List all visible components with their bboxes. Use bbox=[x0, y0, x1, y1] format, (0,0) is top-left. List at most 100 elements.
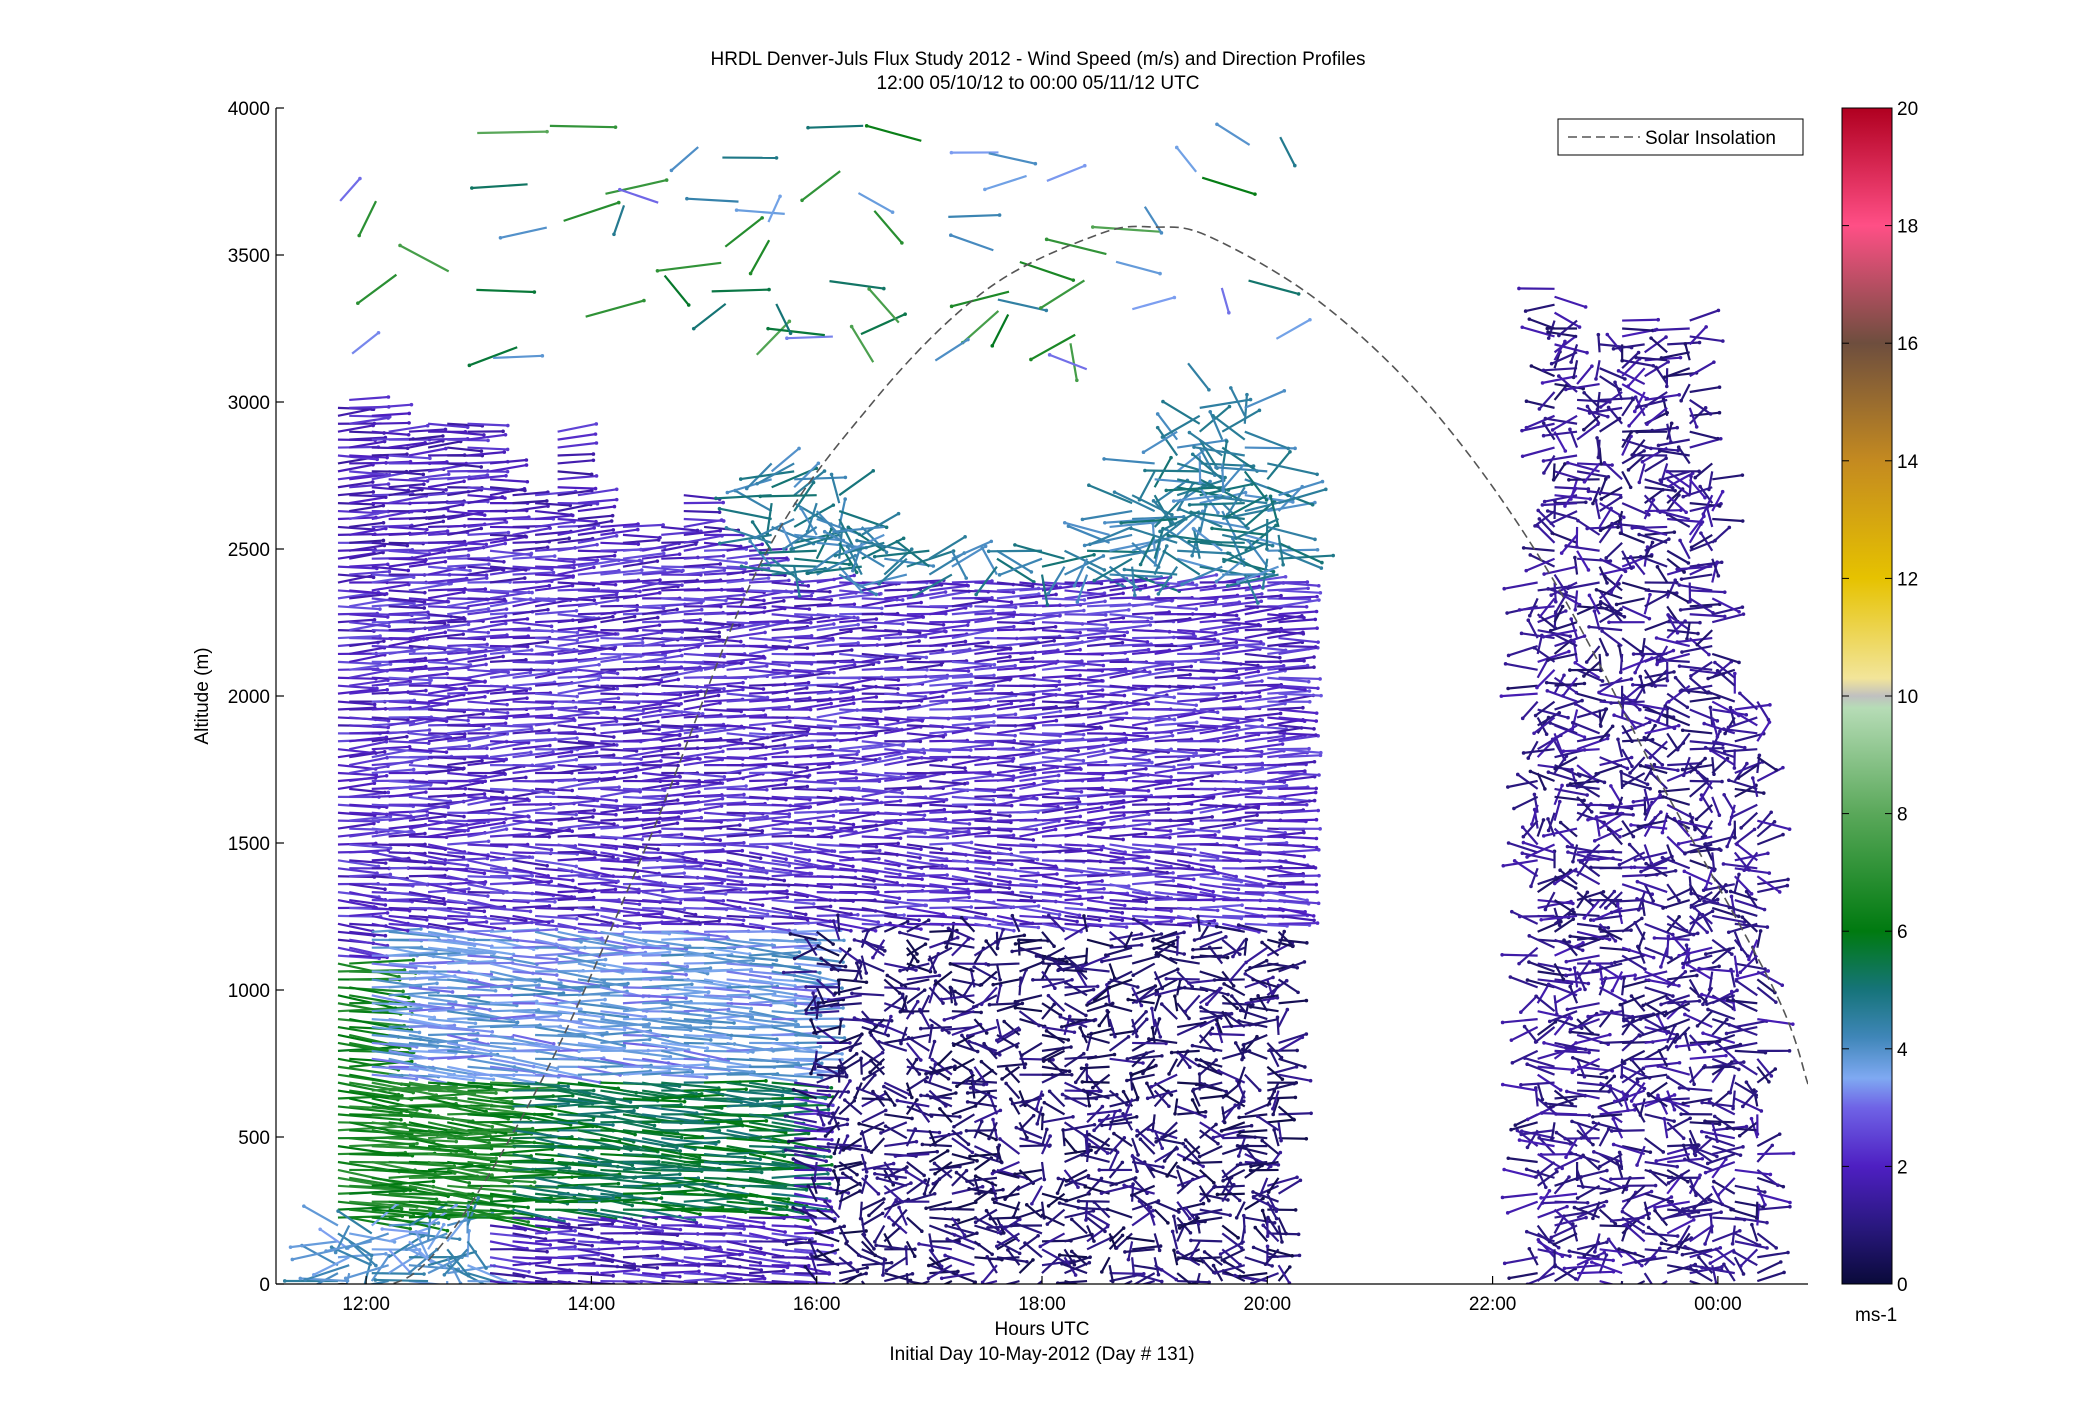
wind-barb-head bbox=[396, 1092, 401, 1097]
wind-barb-head bbox=[574, 916, 579, 921]
wind-barb bbox=[388, 557, 427, 561]
wind-barb-head bbox=[761, 654, 766, 659]
wind-barb-head bbox=[549, 1112, 554, 1116]
wind-barb bbox=[349, 646, 385, 656]
wind-barb-head bbox=[505, 702, 509, 707]
wind-barb-head bbox=[527, 855, 532, 859]
wind-barb-head bbox=[504, 871, 509, 875]
wind-barb bbox=[388, 1018, 434, 1027]
wind-barb-head bbox=[553, 1104, 558, 1109]
wind-barb bbox=[337, 490, 374, 497]
wind-barb-head bbox=[684, 972, 688, 977]
wind-barb-head bbox=[688, 1068, 692, 1072]
wind-barb bbox=[337, 618, 375, 624]
wind-barb-head bbox=[574, 609, 579, 613]
wind-barb-head bbox=[424, 557, 428, 562]
wind-barb-head bbox=[744, 561, 748, 565]
wind-barb-head bbox=[506, 530, 511, 535]
wind-barb-head bbox=[721, 898, 726, 903]
wind-barb bbox=[349, 736, 387, 743]
wind-barb bbox=[349, 787, 386, 794]
wind-barb bbox=[557, 502, 598, 505]
wind-barb-head bbox=[842, 1036, 847, 1040]
wind-barb-head bbox=[744, 1087, 748, 1091]
wind-barb bbox=[467, 580, 511, 584]
wind-barb-head bbox=[372, 821, 376, 826]
wind-barb-head bbox=[764, 1079, 768, 1083]
wind-barb-head bbox=[382, 749, 387, 754]
wind-barb-head bbox=[537, 983, 541, 987]
wind-barb-head bbox=[748, 539, 752, 544]
wind-barb-head bbox=[506, 670, 511, 675]
wind-barb-head bbox=[714, 1142, 718, 1146]
wind-barb bbox=[557, 486, 596, 490]
wind-barb-head bbox=[526, 1205, 530, 1210]
wind-barb-head bbox=[490, 1124, 495, 1129]
wind-barb-head bbox=[660, 910, 665, 914]
wind-barb-head bbox=[616, 879, 620, 884]
wind-barb-head bbox=[571, 574, 575, 578]
wind-barb-head bbox=[682, 871, 686, 875]
wind-barb bbox=[371, 994, 415, 1006]
wind-barb-head bbox=[445, 529, 450, 533]
wind-barb bbox=[349, 473, 387, 481]
wind-barb-head bbox=[476, 1196, 481, 1200]
wind-barb-head bbox=[678, 1149, 683, 1153]
wind-barb-head bbox=[830, 1243, 834, 1248]
wind-barb bbox=[349, 954, 388, 959]
wind-barb-head bbox=[830, 1163, 834, 1167]
wind-barb-head bbox=[595, 558, 600, 563]
wind-barb-head bbox=[383, 887, 387, 891]
wind-barb-head bbox=[427, 728, 432, 732]
wind-barb-head bbox=[385, 911, 390, 915]
wind-barb bbox=[388, 1002, 435, 1009]
wind-barb bbox=[749, 842, 792, 846]
wind-barb-head bbox=[802, 1206, 806, 1210]
wind-barb bbox=[794, 597, 832, 602]
wind-barb-head bbox=[729, 997, 733, 1002]
wind-barb bbox=[489, 533, 526, 538]
wind-barb bbox=[349, 1137, 414, 1146]
wind-barb bbox=[345, 1264, 389, 1280]
wind-barb-head bbox=[515, 1020, 520, 1025]
wind-barb bbox=[349, 440, 385, 449]
wind-barb-head bbox=[635, 717, 640, 722]
wind-barb-head bbox=[739, 564, 744, 569]
wind-barb-head bbox=[764, 1206, 769, 1211]
wind-barb-head bbox=[797, 446, 801, 451]
wind-barb-head bbox=[656, 847, 660, 852]
wind-barb-head bbox=[547, 728, 551, 733]
wind-barb-head bbox=[590, 1243, 594, 1248]
wind-barb bbox=[535, 573, 574, 578]
wind-barb-head bbox=[503, 541, 508, 546]
wind-barb-head bbox=[827, 1149, 832, 1153]
wind-barb bbox=[726, 756, 766, 760]
wind-barb-head bbox=[502, 597, 507, 602]
wind-barb-head bbox=[810, 1254, 815, 1259]
wind-barb bbox=[371, 510, 410, 521]
wind-barb-head bbox=[851, 822, 856, 827]
wind-barb bbox=[371, 412, 410, 417]
wind-barb-head bbox=[442, 1273, 447, 1277]
wind-barb-head bbox=[595, 638, 600, 642]
wind-barb-head bbox=[635, 608, 639, 612]
wind-barb-head bbox=[545, 545, 550, 550]
wind-barb-head bbox=[500, 790, 505, 794]
wind-barb-head bbox=[818, 1045, 823, 1049]
wind-barb-head bbox=[659, 1196, 664, 1200]
wind-barb-head bbox=[388, 814, 393, 819]
wind-barb-head bbox=[762, 727, 766, 731]
wind-barb-head bbox=[830, 1230, 834, 1235]
wind-barb-head bbox=[852, 1098, 857, 1103]
wind-barb-head bbox=[387, 569, 392, 574]
wind-barb-head bbox=[483, 653, 488, 658]
wind-barb bbox=[337, 1113, 402, 1121]
wind-barb-head bbox=[381, 538, 386, 543]
wind-barb-head bbox=[721, 554, 726, 558]
wind-barb-head bbox=[406, 432, 411, 437]
wind-barb-head bbox=[407, 411, 412, 416]
wind-barb bbox=[771, 1264, 809, 1267]
wind-barb-head bbox=[374, 1263, 378, 1268]
wind-barb-head bbox=[371, 575, 376, 580]
wind-barb bbox=[447, 643, 488, 648]
